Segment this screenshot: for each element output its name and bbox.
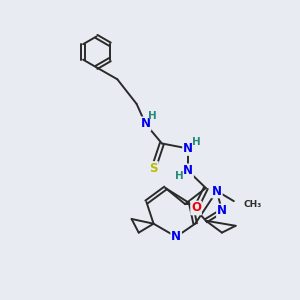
Text: N: N	[183, 142, 193, 155]
Text: CH₃: CH₃	[243, 200, 262, 209]
Text: H: H	[175, 171, 184, 181]
Text: H: H	[192, 137, 201, 147]
Text: N: N	[217, 204, 227, 218]
Text: O: O	[191, 202, 201, 214]
Text: H: H	[148, 110, 157, 121]
Text: S: S	[149, 162, 158, 175]
Text: N: N	[212, 184, 222, 197]
Text: N: N	[140, 117, 151, 130]
Text: N: N	[171, 230, 181, 243]
Text: N: N	[183, 164, 193, 177]
